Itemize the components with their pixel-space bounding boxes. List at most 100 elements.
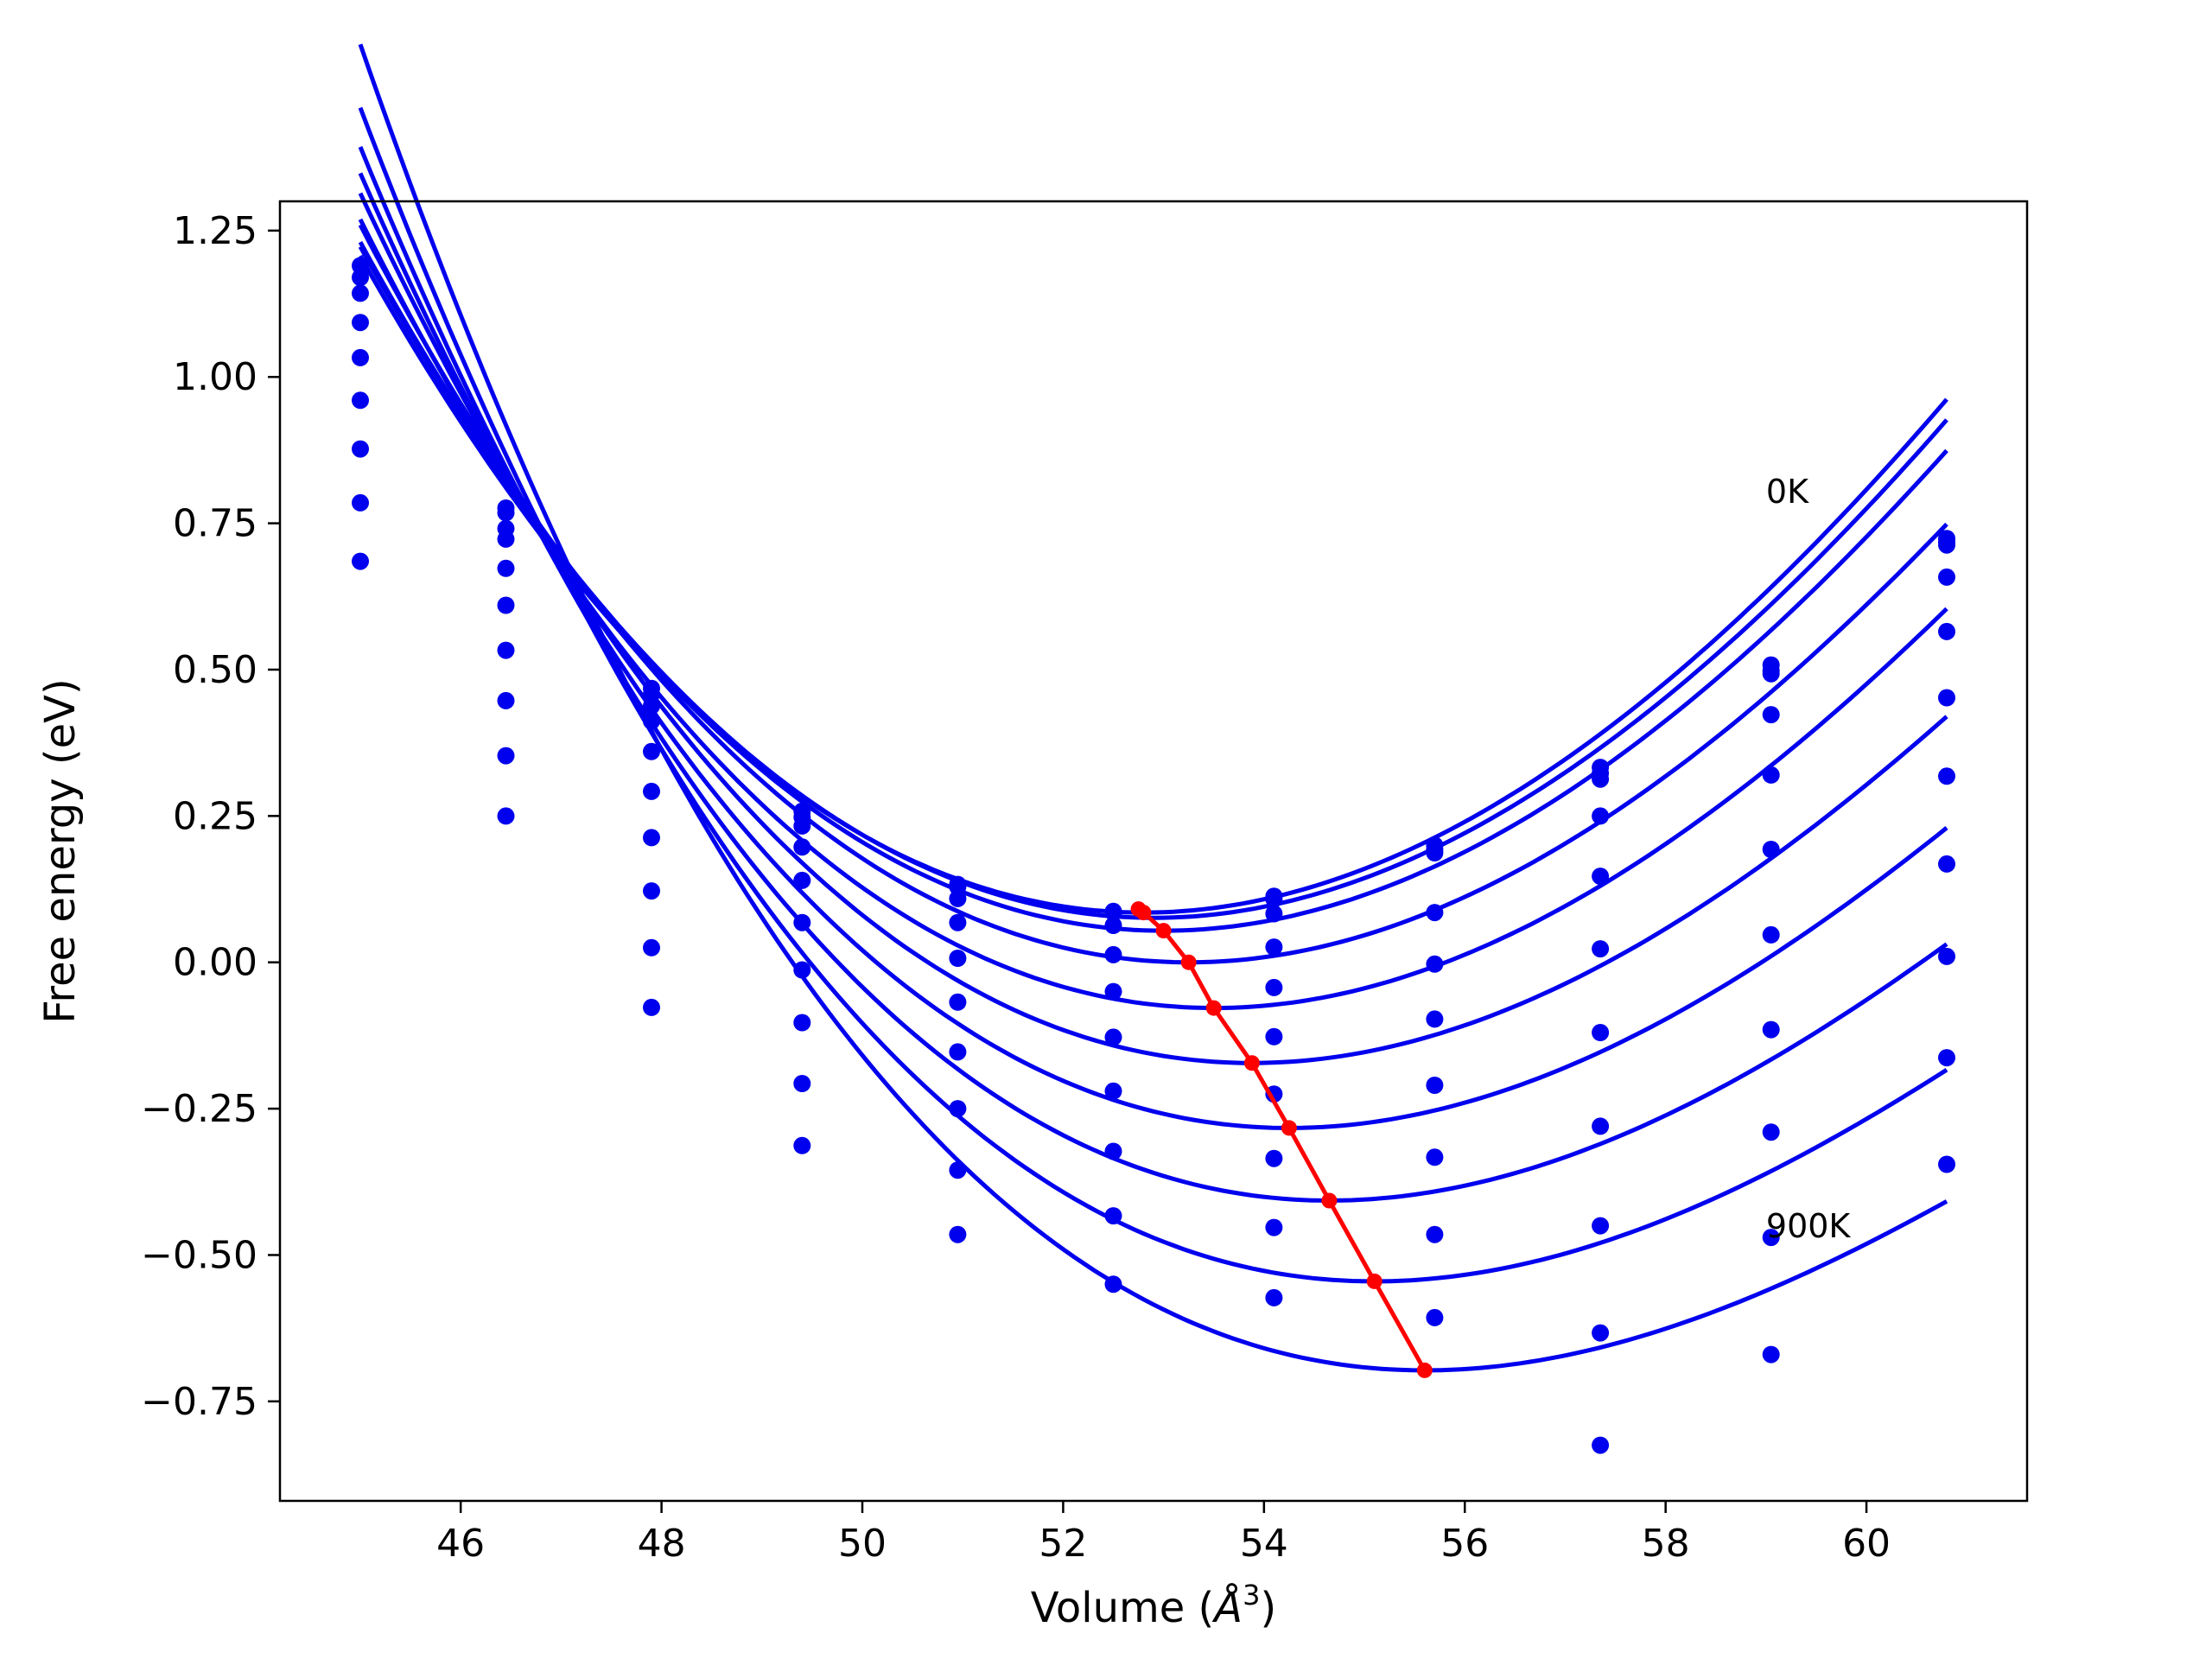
data-point — [643, 742, 660, 760]
minimum-point — [1180, 954, 1197, 970]
data-points — [352, 257, 1955, 1454]
data-point — [1938, 1049, 1955, 1067]
data-point — [949, 1043, 967, 1061]
y-tick-label: 0.75 — [173, 502, 257, 546]
data-point — [949, 1161, 967, 1179]
y-tick-label: 0.00 — [173, 941, 257, 985]
data-point — [1762, 1123, 1780, 1141]
data-point — [793, 817, 811, 835]
minimum-point — [1135, 905, 1152, 921]
data-point — [1426, 1148, 1444, 1166]
data-point — [793, 838, 811, 856]
plot-area — [352, 43, 1955, 1454]
data-point — [1762, 1345, 1780, 1363]
x-tick-label: 46 — [436, 1522, 485, 1566]
plot-frame — [278, 200, 2029, 1503]
data-point — [1104, 917, 1122, 934]
data-point — [1265, 1218, 1283, 1236]
x-tick-label: 52 — [1039, 1522, 1087, 1566]
data-point — [1426, 1225, 1444, 1243]
data-point — [793, 871, 811, 889]
data-point — [1426, 1077, 1444, 1094]
data-point — [352, 493, 369, 512]
fit-curve-5 — [358, 192, 1948, 1065]
data-point — [793, 1136, 811, 1154]
minimum-point — [1281, 1120, 1297, 1136]
data-point — [949, 889, 967, 907]
data-point — [1265, 1027, 1283, 1046]
data-point — [1104, 982, 1122, 1001]
data-point — [1104, 1207, 1122, 1225]
curve-annotation: 900K — [1766, 1207, 1852, 1245]
data-point — [1265, 978, 1283, 996]
data-point — [1592, 868, 1610, 886]
data-point — [1938, 622, 1955, 640]
data-point — [1762, 841, 1780, 858]
data-point — [1592, 1217, 1610, 1235]
data-point — [793, 913, 811, 931]
data-point — [352, 314, 369, 332]
data-point — [1104, 1275, 1122, 1294]
data-point — [1938, 855, 1955, 873]
data-point — [497, 747, 515, 765]
data-point — [1104, 945, 1122, 963]
data-point — [497, 691, 515, 709]
x-tick-label: 58 — [1642, 1522, 1690, 1566]
annotations: 0K 900K — [1766, 473, 1852, 1245]
data-point — [352, 440, 369, 458]
data-point — [643, 712, 660, 730]
data-point — [643, 782, 660, 800]
data-point — [949, 1100, 967, 1118]
data-point — [1592, 1024, 1610, 1041]
minimum-point — [1416, 1362, 1433, 1378]
data-point — [1265, 1149, 1283, 1167]
minimum-point — [1366, 1273, 1382, 1289]
data-point — [1104, 1142, 1122, 1160]
data-point — [793, 961, 811, 979]
data-point — [1938, 767, 1955, 785]
minimum-line — [1130, 901, 1433, 1378]
data-point — [1104, 1082, 1122, 1100]
data-point — [1265, 1288, 1283, 1306]
y-axis-label: Free energy (eV) — [36, 678, 85, 1023]
x-tick-label: 56 — [1440, 1522, 1489, 1566]
data-point — [1938, 536, 1955, 554]
data-point — [1265, 890, 1283, 908]
fit-curve-9 — [358, 43, 1948, 1373]
y-tick-label: −0.50 — [141, 1233, 257, 1277]
data-point — [1762, 766, 1780, 784]
data-point — [497, 641, 515, 659]
data-point — [497, 596, 515, 614]
minimum-point — [1205, 1000, 1222, 1016]
y-tick-label: 0.25 — [173, 794, 257, 838]
data-point — [1762, 1229, 1780, 1247]
data-point — [1426, 955, 1444, 973]
data-point — [1762, 664, 1780, 683]
y-tick-label: −0.75 — [141, 1380, 257, 1424]
y-tick-label: 1.25 — [173, 209, 257, 253]
fit-curve-8 — [358, 106, 1948, 1284]
data-point — [1938, 1155, 1955, 1173]
data-point — [949, 950, 967, 967]
minimum-point — [1243, 1055, 1260, 1071]
data-point — [497, 504, 515, 522]
x-tick-label: 50 — [838, 1522, 887, 1566]
y-tick-label: −0.25 — [141, 1087, 257, 1131]
data-point — [643, 998, 660, 1016]
data-point — [1592, 1117, 1610, 1135]
data-point — [643, 938, 660, 957]
data-point — [1762, 706, 1780, 724]
x-axis-label: Volume (Å3) — [1031, 1579, 1276, 1632]
data-point — [352, 284, 369, 302]
data-point — [1426, 904, 1444, 922]
data-point — [643, 697, 660, 715]
data-point — [1592, 770, 1610, 788]
y-axis-ticks: −0.75 −0.50 −0.25 0.00 0.25 0.50 0.75 1.00 1.25 — [141, 209, 280, 1424]
data-point — [1762, 1020, 1780, 1039]
data-point — [352, 391, 369, 410]
data-point — [793, 1075, 811, 1092]
data-point — [793, 1014, 811, 1032]
data-point — [1265, 905, 1283, 923]
